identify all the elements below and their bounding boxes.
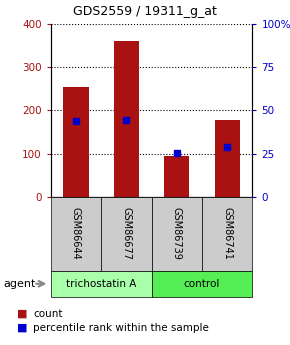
Text: count: count	[33, 309, 63, 319]
Bar	[215, 120, 240, 197]
Text: trichostatin A: trichostatin A	[66, 279, 136, 289]
Bar	[114, 41, 139, 197]
Text: GSM86677: GSM86677	[121, 207, 131, 260]
Bar	[63, 87, 88, 197]
Bar	[164, 156, 189, 197]
Text: agent: agent	[3, 279, 35, 289]
Text: GSM86739: GSM86739	[172, 207, 182, 260]
Text: control: control	[184, 279, 220, 289]
Text: GSM86644: GSM86644	[71, 207, 81, 260]
Text: GDS2559 / 19311_g_at: GDS2559 / 19311_g_at	[73, 5, 217, 18]
Text: ■: ■	[17, 323, 28, 333]
Text: GSM86741: GSM86741	[222, 207, 232, 260]
Text: percentile rank within the sample: percentile rank within the sample	[33, 323, 209, 333]
Text: ■: ■	[17, 309, 28, 319]
